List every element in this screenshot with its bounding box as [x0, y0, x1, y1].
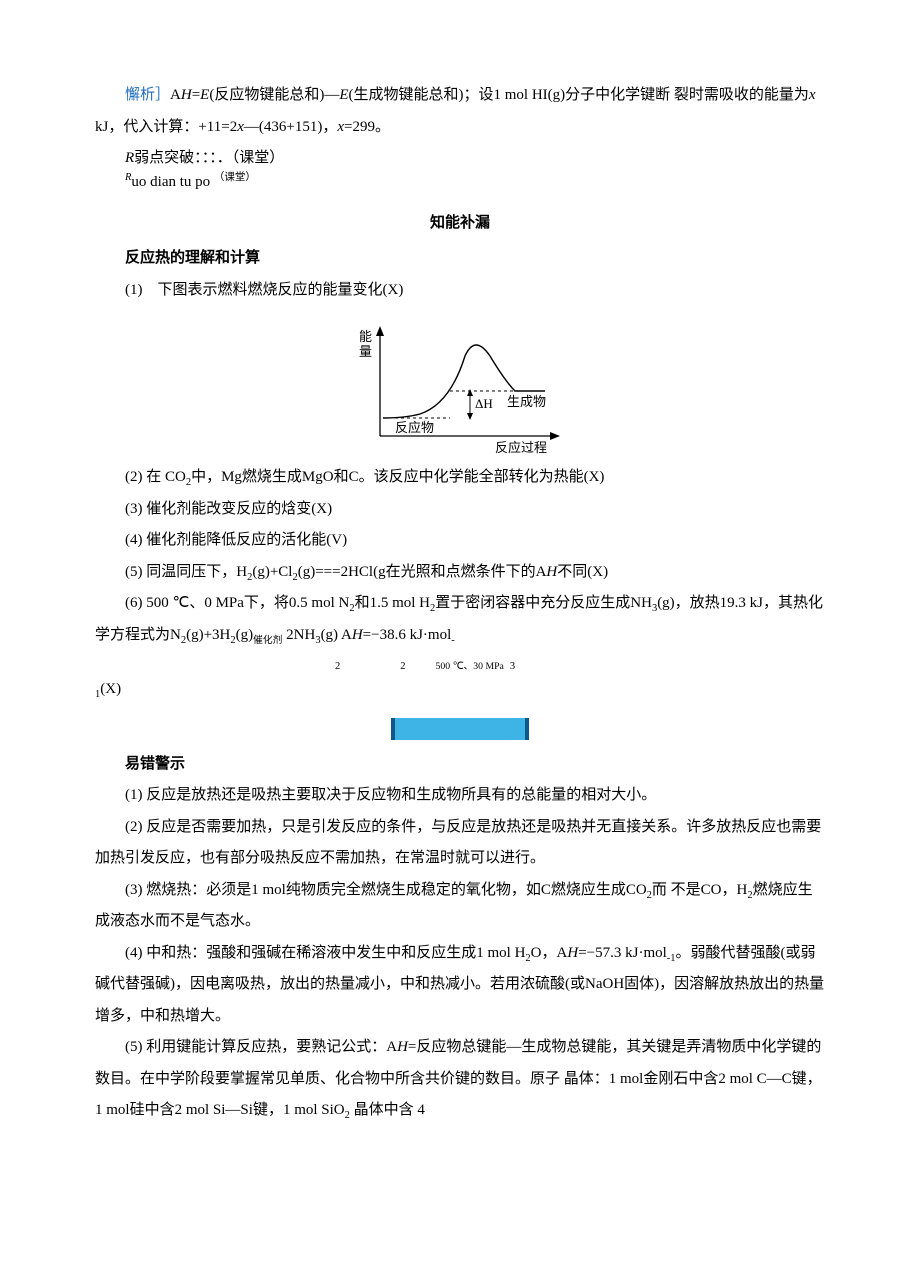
- reactant-label: 反应物: [395, 420, 434, 435]
- analysis-label: 懈析］: [125, 87, 170, 103]
- warn-3: (3) 燃烧热：必须是1 mol纯物质完全燃烧生成稳定的氧化物，如C燃烧应生成C…: [95, 875, 825, 938]
- product-label: 生成物: [507, 394, 546, 409]
- ylabel2: 量: [359, 344, 372, 359]
- section-label-1: R弱点突破：：：．（课堂）: [95, 143, 825, 175]
- ylabel: 能: [359, 329, 372, 344]
- warn-2: (2) 反应是否需要加热，只是引发反应的条件，与反应是放热还是吸热并无直接关系。…: [95, 812, 825, 875]
- heading-reaction-heat: 反应热的理解和计算: [95, 243, 825, 275]
- heading-warning: 易错警示: [95, 749, 825, 781]
- item-6: (6) 500 ℃、0 MPa下，将0.5 mol N2和1.5 mol H2置…: [95, 588, 825, 651]
- energy-diagram: 能 量 反应过程 ΔH 反应物 生成物: [345, 316, 575, 456]
- item-3: (3) 催化剂能改变反应的焓变(X): [95, 494, 825, 526]
- section-label-2: Ruo dian tu po （课堂）: [95, 175, 825, 190]
- item-2: (2) 在 CO2中，Mg燃烧生成MgO和C。该反应中化学能全部转化为热能(X): [95, 462, 825, 494]
- warn-4: (4) 中和热：强酸和强碱在稀溶液中发生中和反应生成1 mol H2O，AH=−…: [95, 938, 825, 1033]
- title-zhineng: 知能补漏: [95, 208, 825, 240]
- xlabel: 反应过程: [495, 440, 547, 455]
- item-4: (4) 催化剂能降低反应的活化能(V): [95, 525, 825, 557]
- delta-h-label: ΔH: [475, 396, 493, 411]
- warn-5: (5) 利用键能计算反应热，要熟记公式：AH=反应物总键能—生成物总键能，其关键…: [95, 1032, 825, 1127]
- item-5: (5) 同温同压下，H2(g)+Cl2(g)===2HCl(g在光照和点燃条件下…: [95, 557, 825, 589]
- warn-1: (1) 反应是放热还是吸热主要取决于反应物和生成物所具有的总能量的相对大小。: [95, 780, 825, 812]
- item-6-cond: 22500 ℃、30 MPa3: [95, 651, 825, 674]
- analysis-paragraph: 懈析］AH=E(反应物键能总和)—E(生成物键能总和)；设1 mol HI(g)…: [95, 80, 825, 143]
- blue-divider-box: [391, 718, 529, 740]
- item-6-end: 1(X): [95, 674, 825, 706]
- item-1: (1) 下图表示燃料燃烧反应的能量变化(X): [95, 275, 825, 307]
